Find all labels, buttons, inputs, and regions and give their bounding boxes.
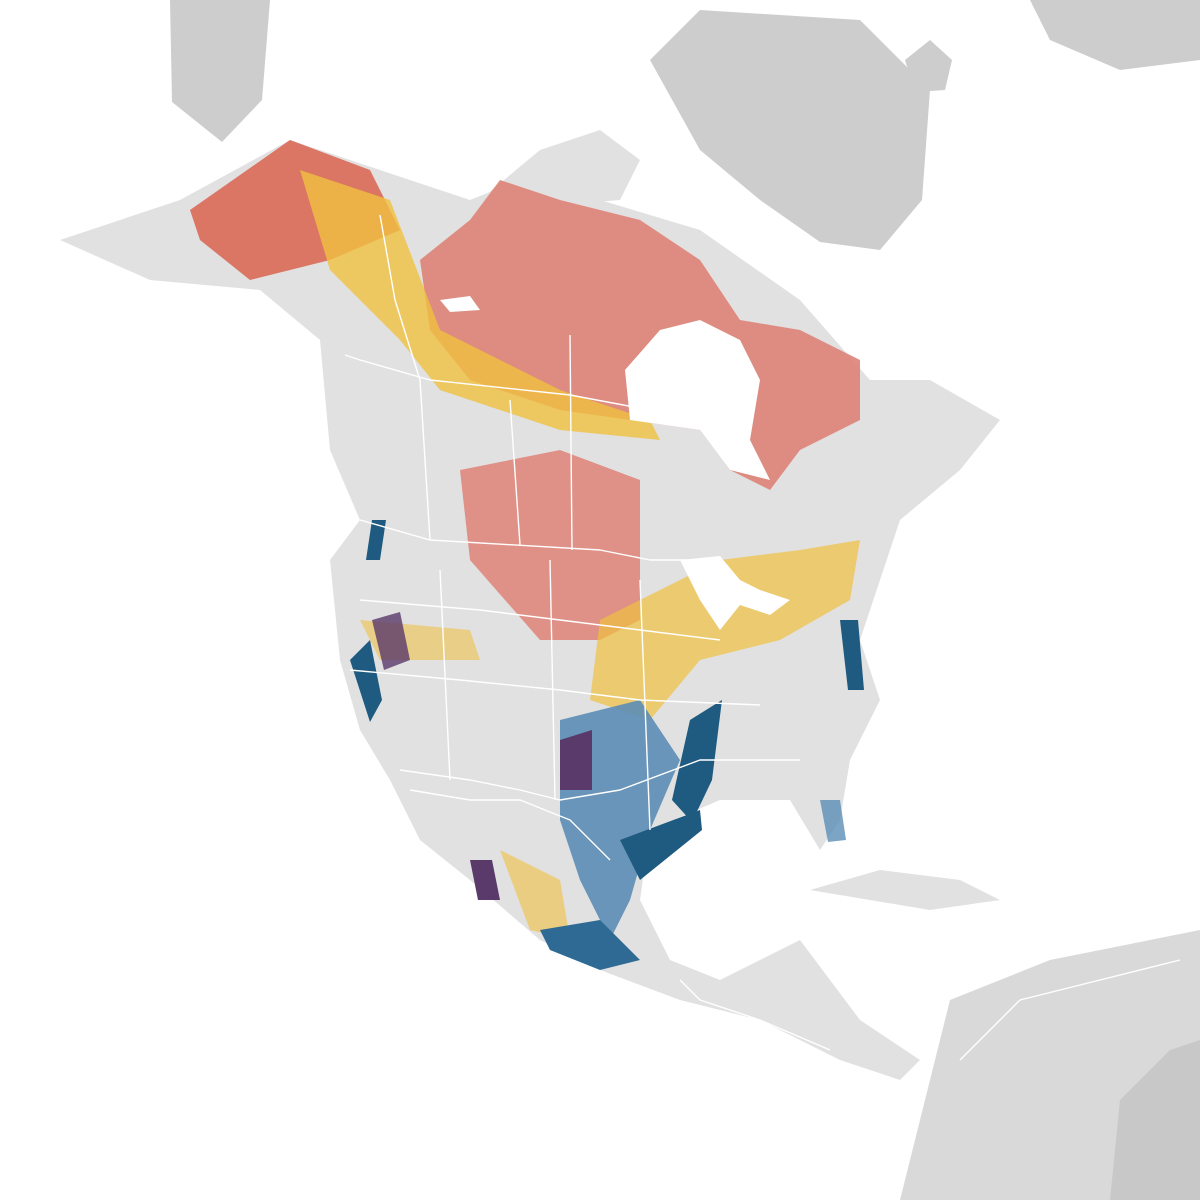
great-lakes [680,556,790,630]
border-line [399,759,800,801]
border-line [349,669,761,706]
border-line [409,789,611,861]
border-line [679,979,831,1051]
island-land [905,40,952,92]
year-round-range [560,730,592,790]
breeding-range [460,450,640,640]
hudson-bay [625,320,770,480]
border-line [639,579,651,831]
lake [440,296,480,312]
nonbreeding-range [840,620,864,690]
border-line [379,214,431,541]
nonbreeding-range [350,640,382,722]
migration-range [590,540,860,720]
arctic-island-land [480,130,640,205]
border-line [569,334,573,551]
greenland-land [650,10,930,250]
border-line [549,559,556,801]
border-line [359,519,700,561]
year-round-range [470,860,500,900]
caribbean-land [810,870,1000,910]
border-line [439,569,451,781]
border-line [359,599,721,641]
migration-range [500,850,570,940]
arctic-land [1030,0,1200,70]
nonbreeding-range [620,810,702,880]
border-line [344,354,651,411]
border-line [959,959,1181,1061]
nonbreeding-range [820,800,846,842]
nonbreeding-range [540,920,640,970]
south-america-land [1110,1040,1200,1200]
russia-land [170,0,270,142]
migration-range [300,170,660,440]
nonbreeding-range [366,520,386,560]
year-round-range [372,612,410,670]
border-line [509,399,521,546]
